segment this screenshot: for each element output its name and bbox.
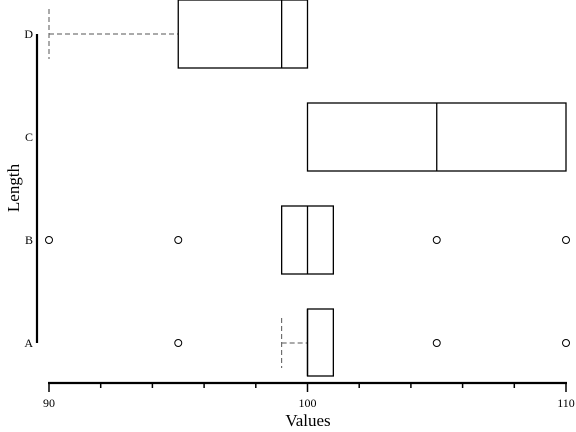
x-tick-label-90: 90 xyxy=(43,396,55,410)
outlier-a-95 xyxy=(174,339,183,347)
outlier-b-90 xyxy=(45,236,53,244)
y-tick-label-c: C xyxy=(25,130,33,144)
x-tick-label-110: 110 xyxy=(557,396,575,410)
y-tick-label-b: B xyxy=(25,233,33,247)
outlier-b-95 xyxy=(174,236,183,244)
box-d xyxy=(177,0,309,69)
y-tick-label-a: A xyxy=(24,336,33,350)
axes: A B C D 90 100 110 xyxy=(24,27,574,410)
outlier-a-105 xyxy=(432,339,441,347)
y-axis-title: Length xyxy=(4,163,23,212)
plot-area xyxy=(45,0,570,377)
outlier-b-110 xyxy=(562,236,570,244)
outlier-a-110 xyxy=(562,339,570,347)
y-tick-label-d: D xyxy=(24,27,33,41)
outlier-b-105 xyxy=(432,236,441,244)
x-tick-label-100: 100 xyxy=(299,396,317,410)
box-a xyxy=(306,308,335,377)
x-axis-title: Values xyxy=(285,411,330,430)
